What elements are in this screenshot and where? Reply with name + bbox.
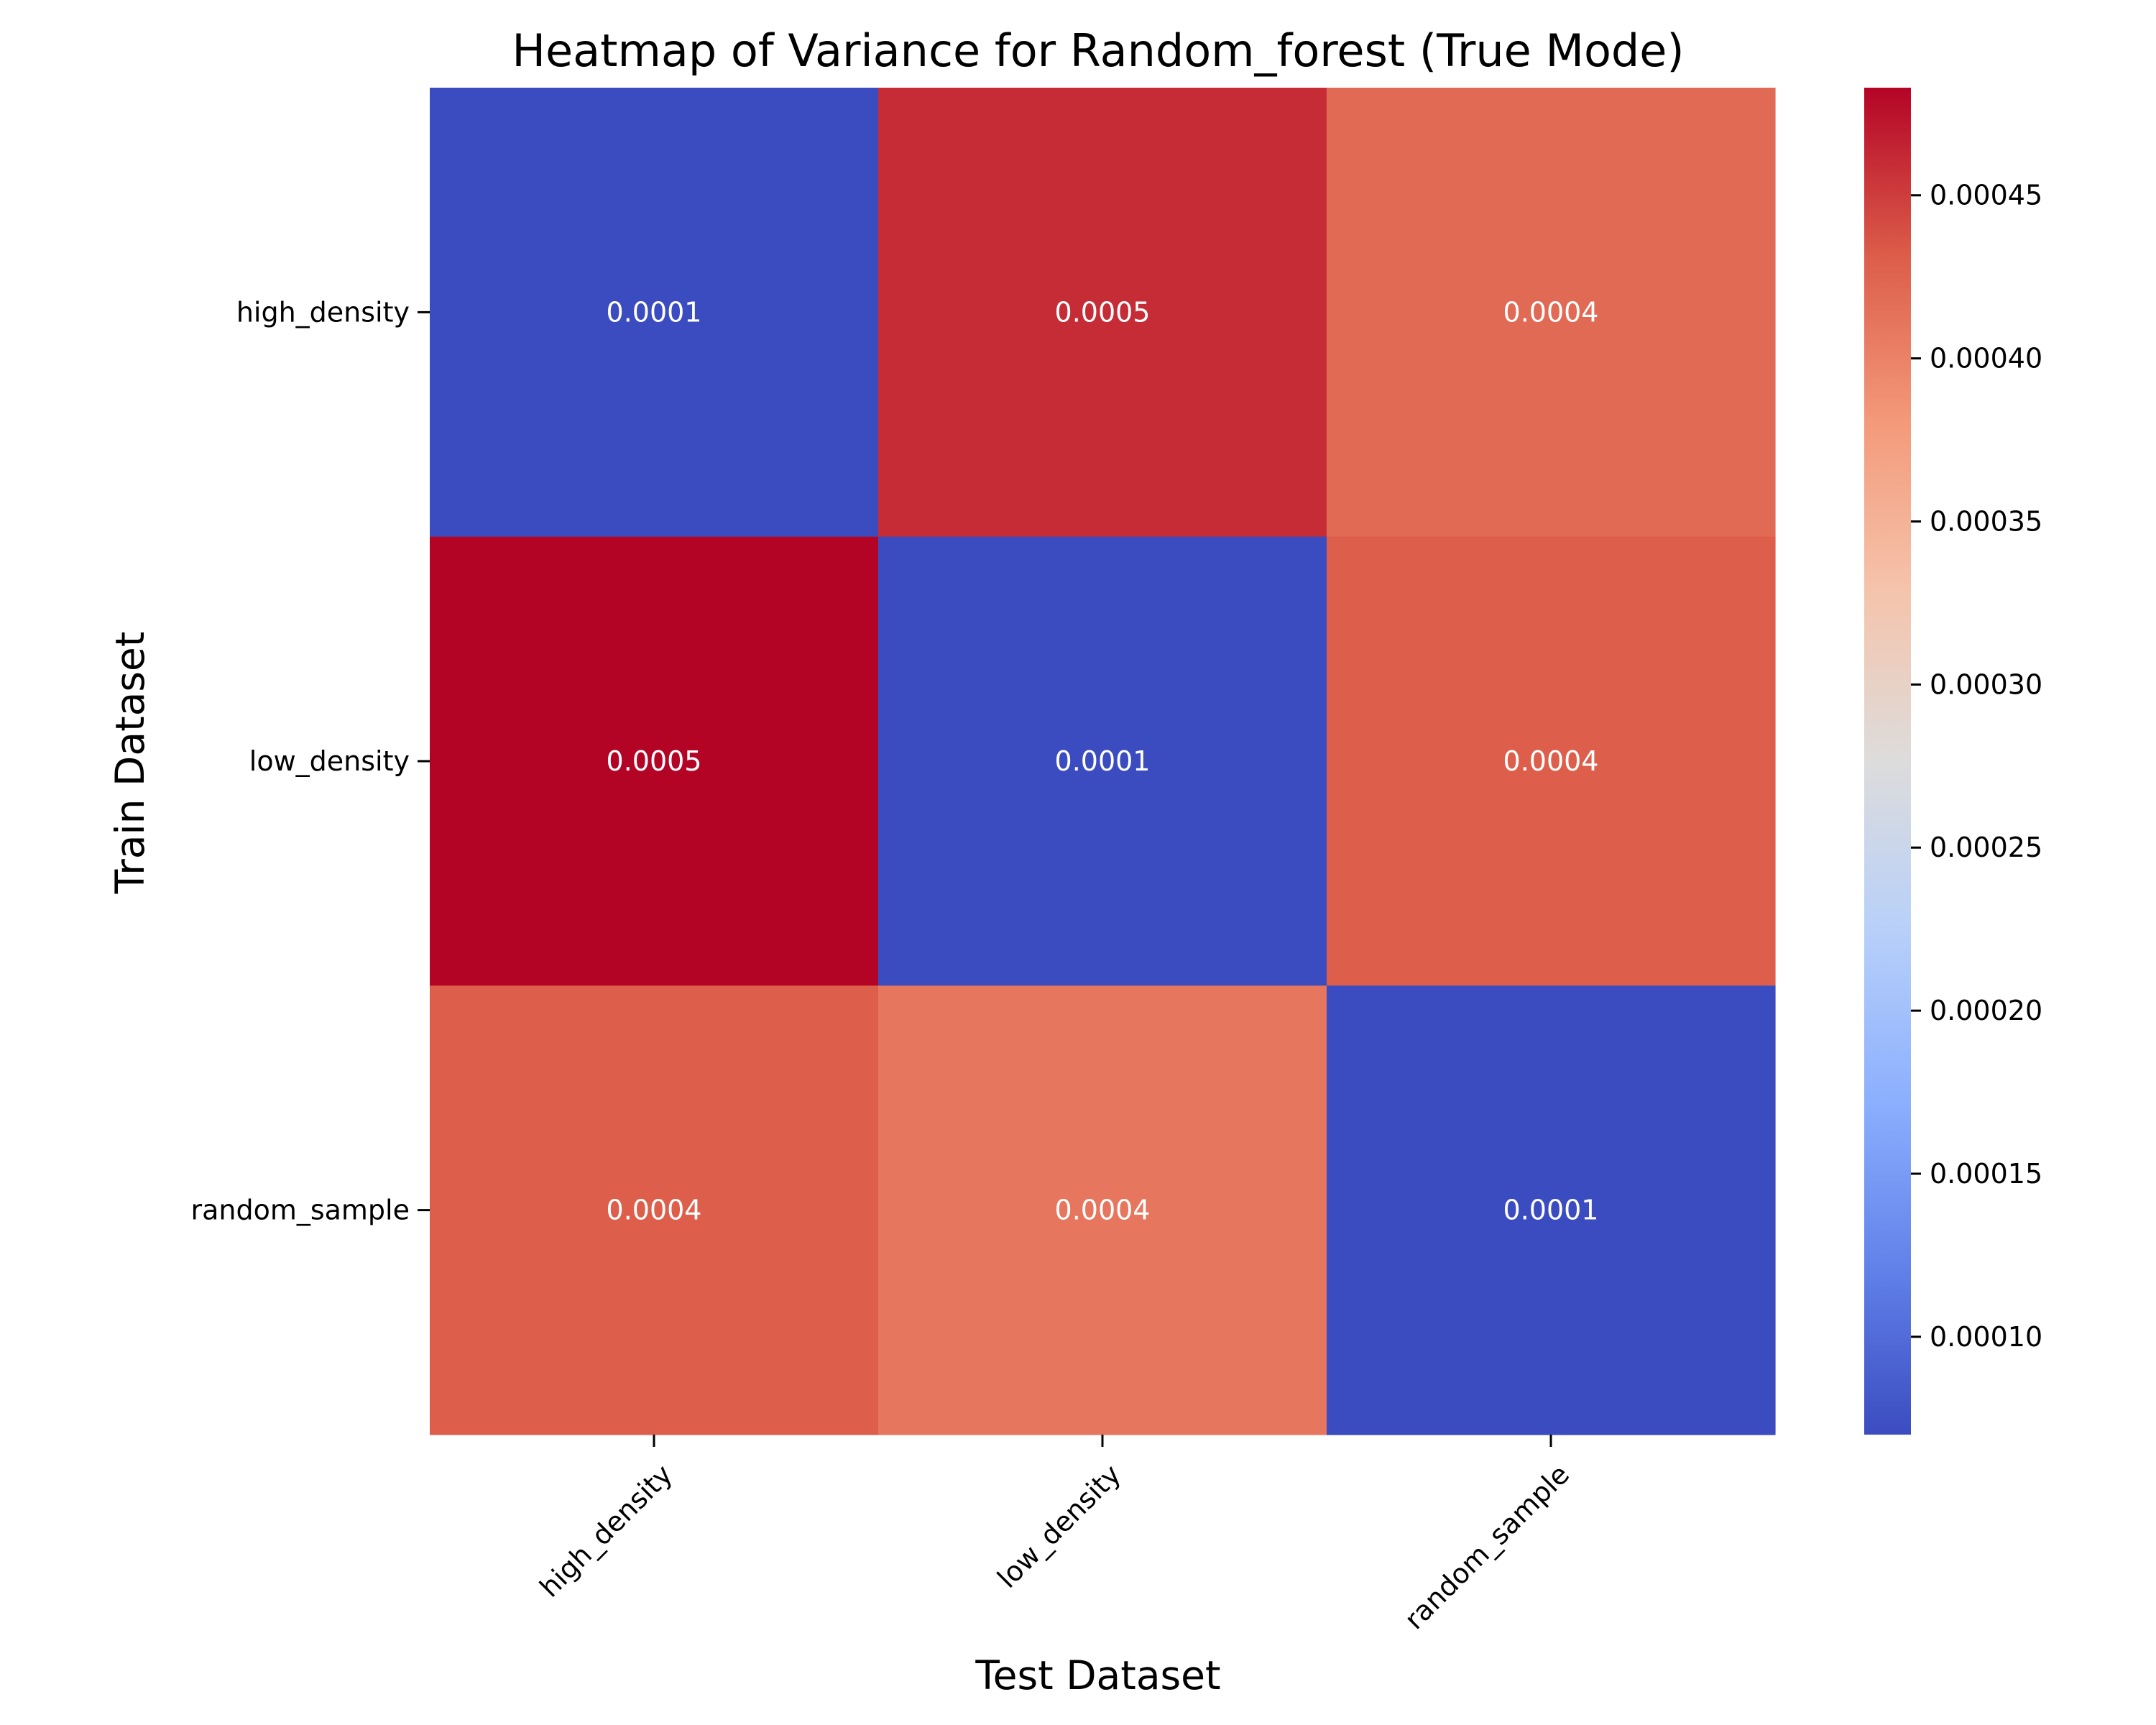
chart-title: Heatmap of Variance for Random_forest (T… <box>512 24 1684 77</box>
heatmap-cell-high_density-low_density <box>878 88 1327 538</box>
y-tick-label: low_density <box>249 745 410 777</box>
y-axis-label: Train Dataset <box>107 632 153 895</box>
y-tick-label: high_density <box>236 296 410 328</box>
heatmap-cell-low_density-low_density <box>878 536 1327 986</box>
cell-value-label: 0.0004 <box>1503 745 1599 777</box>
cell-value-label: 0.0004 <box>607 1195 702 1226</box>
cell-value-label: 0.0004 <box>1055 1195 1151 1226</box>
heatmap-cell-low_density-high_density <box>430 536 879 986</box>
heatmap-cell-random_sample-high_density <box>430 985 879 1435</box>
x-tick-label: high_density <box>534 1458 679 1604</box>
x-tick-label: random_sample <box>1399 1458 1575 1635</box>
cell-labels: 0.0001 0.0005 0.0004 0.0005 0.0001 0.0004 0.00… <box>607 296 1599 1225</box>
cell-value-label: 0.0001 <box>1503 1195 1599 1226</box>
colorbar-ticks: 0.00010 0.00015 0.00020 0.00025 0.00030 0.000… <box>1911 180 2042 1353</box>
heatmap-cells <box>430 88 1776 1435</box>
cell-value-label: 0.0001 <box>1055 745 1151 777</box>
heatmap-cell-random_sample-random_sample <box>1327 985 1776 1435</box>
x-axis-ticks: high_density low_density random_sample <box>534 1435 1575 1636</box>
cell-value-label: 0.0001 <box>607 296 702 328</box>
colorbar <box>1864 88 1911 1435</box>
colorbar-tick-label: 0.00030 <box>1930 668 2042 700</box>
x-axis-label: Test Dataset <box>975 1652 1220 1698</box>
colorbar-tick-label: 0.00040 <box>1930 343 2042 374</box>
heatmap-cell-high_density-high_density <box>430 88 879 538</box>
heatmap-cell-high_density-random_sample <box>1327 88 1776 538</box>
cell-value-label: 0.0005 <box>1055 296 1151 328</box>
colorbar-tick-label: 0.00025 <box>1930 832 2042 863</box>
colorbar-tick-label: 0.00010 <box>1930 1321 2042 1353</box>
cell-value-label: 0.0005 <box>607 745 702 777</box>
heatmap-cell-random_sample-low_density <box>878 985 1327 1435</box>
y-axis-ticks: high_density low_density random_sample <box>190 296 430 1226</box>
colorbar-tick-label: 0.00045 <box>1930 180 2042 211</box>
y-tick-label: random_sample <box>190 1195 410 1226</box>
colorbar-tick-label: 0.00015 <box>1930 1158 2042 1190</box>
colorbar-tick-label: 0.00035 <box>1930 505 2042 537</box>
heatmap-cell-low_density-random_sample <box>1327 536 1776 986</box>
x-tick-label: low_density <box>991 1458 1127 1594</box>
cell-value-label: 0.0004 <box>1503 296 1599 328</box>
colorbar-tick-label: 0.00020 <box>1930 995 2042 1026</box>
